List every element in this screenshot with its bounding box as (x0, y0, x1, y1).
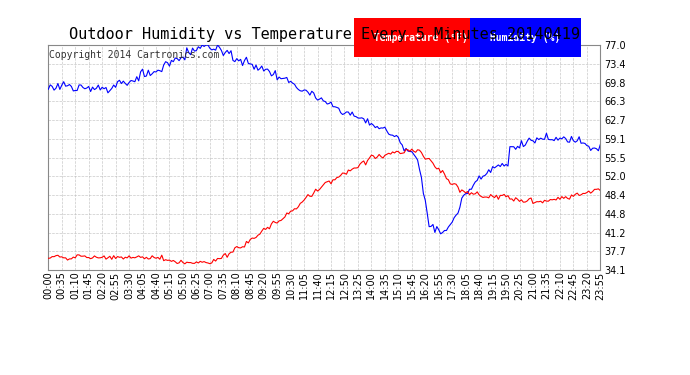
Text: Copyright 2014 Cartronics.com: Copyright 2014 Cartronics.com (50, 50, 220, 60)
Text: Temperature (°F): Temperature (°F) (368, 33, 474, 43)
Title: Outdoor Humidity vs Temperature Every 5 Minutes 20140419: Outdoor Humidity vs Temperature Every 5 … (69, 27, 580, 42)
Text: Humidity (%): Humidity (%) (484, 33, 566, 43)
